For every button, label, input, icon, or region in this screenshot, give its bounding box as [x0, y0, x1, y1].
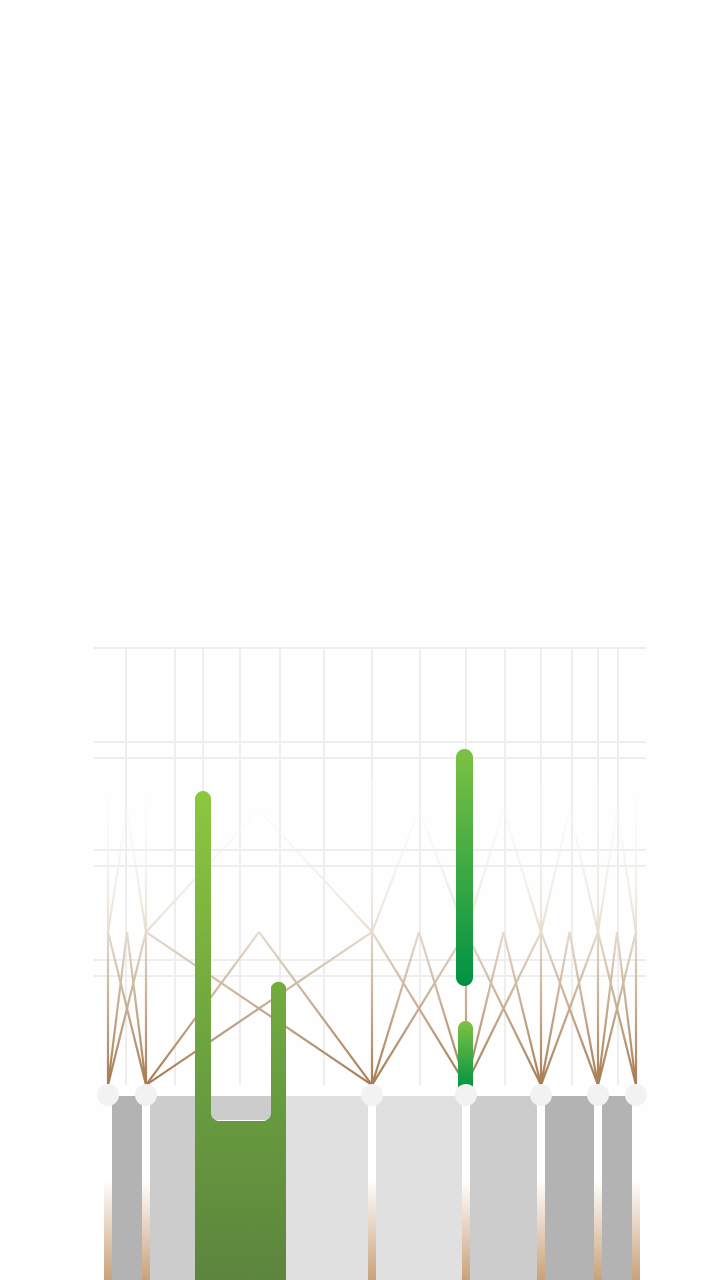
joint-node	[625, 1084, 647, 1106]
base-columns	[112, 1096, 632, 1280]
green-bars	[195, 749, 473, 1280]
base-column	[286, 1096, 368, 1280]
base-column	[602, 1096, 632, 1280]
support-posts	[104, 1100, 640, 1280]
truss-member	[370, 931, 421, 1086]
truss-member	[371, 931, 467, 1086]
truss-member	[125, 809, 148, 933]
support-post	[537, 1100, 545, 1280]
truss-member	[539, 931, 600, 1086]
truss-member	[106, 931, 129, 1086]
truss-member	[106, 809, 129, 933]
green-u-bar	[195, 791, 286, 1280]
base-column	[545, 1096, 594, 1280]
joint-node	[455, 1084, 477, 1106]
joint-node	[97, 1084, 119, 1106]
green-short-bar	[458, 1021, 473, 1093]
truss-member	[258, 931, 373, 1086]
joint-node	[587, 1084, 609, 1106]
truss-member	[568, 809, 600, 933]
truss-member	[370, 809, 421, 933]
truss-member	[615, 809, 638, 933]
joint-node	[135, 1084, 157, 1106]
base-column	[150, 1096, 195, 1280]
truss-member	[502, 809, 543, 933]
base-column	[470, 1096, 537, 1280]
joint-nodes	[97, 1084, 647, 1106]
truss-member	[539, 809, 571, 933]
green-tall-bar	[456, 749, 473, 986]
support-post	[462, 1100, 470, 1280]
base-column	[376, 1096, 462, 1280]
truss-member	[568, 931, 600, 1086]
support-post	[368, 1100, 376, 1280]
truss-member	[596, 931, 638, 1086]
support-post	[104, 1100, 112, 1280]
support-post	[594, 1100, 602, 1280]
joint-node	[530, 1084, 552, 1106]
support-post	[142, 1100, 150, 1280]
truss-member	[125, 931, 148, 1086]
truss-lattice	[106, 780, 638, 1086]
truss-member	[615, 931, 638, 1086]
truss-member	[106, 931, 148, 1086]
truss-member	[145, 931, 373, 1086]
joint-node	[361, 1084, 383, 1106]
truss-member	[596, 931, 619, 1086]
truss-member	[539, 931, 571, 1086]
truss-member	[258, 809, 373, 933]
truss-member	[465, 931, 542, 1086]
truss-member	[596, 809, 619, 933]
support-post	[632, 1100, 640, 1280]
truss-member	[502, 931, 543, 1086]
background-grid	[94, 647, 646, 1085]
base-column	[112, 1096, 142, 1280]
